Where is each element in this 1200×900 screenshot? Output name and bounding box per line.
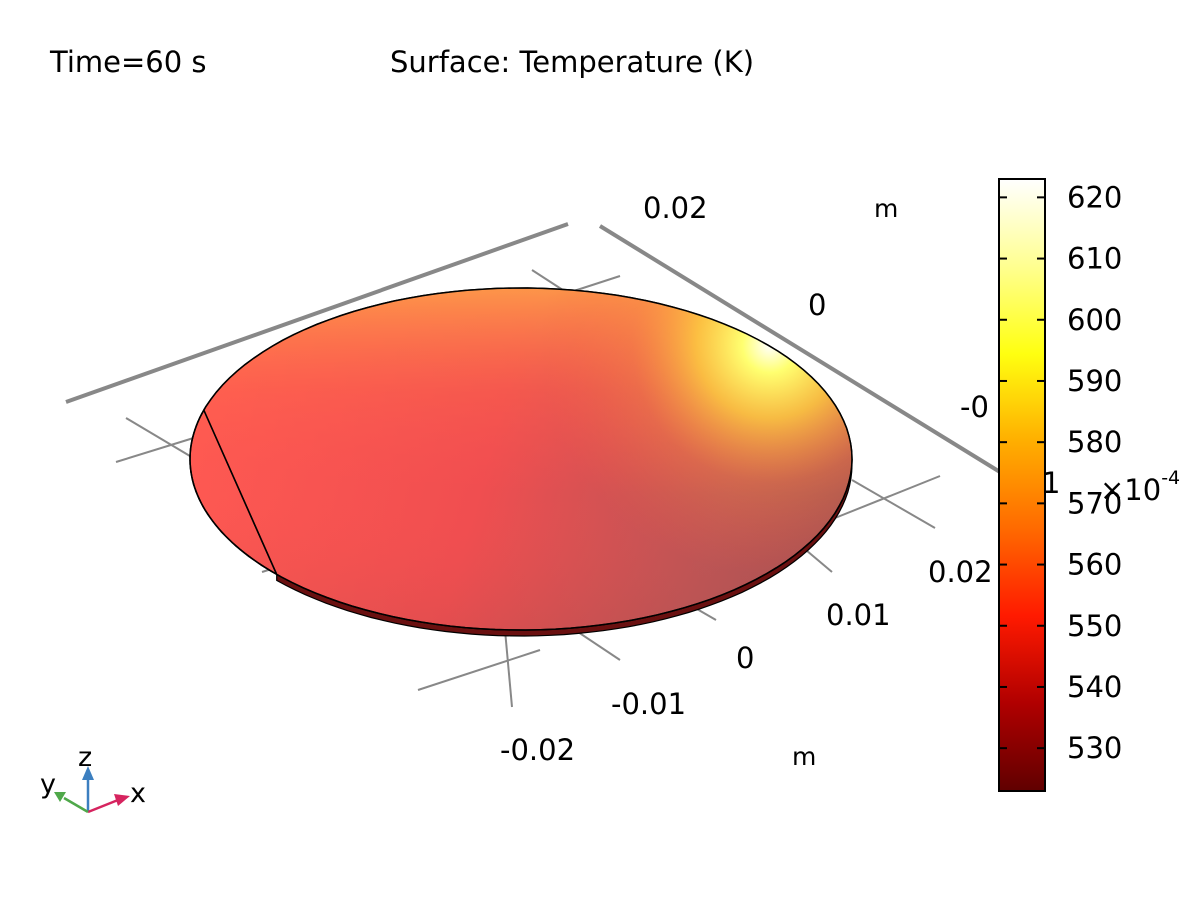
colorbar: 530 540 550 560 570 580 590 600 610 620	[998, 178, 1122, 792]
grid-line	[851, 479, 936, 529]
triad-y-label: y	[40, 769, 56, 800]
y-tick-label: 0.02	[643, 191, 708, 225]
axis-unit-label: m	[792, 742, 816, 771]
x-tick-label: 0.02	[928, 555, 993, 589]
triad-x-arrowhead	[114, 794, 130, 806]
colorbar-tick-label: 570	[1067, 486, 1122, 520]
disk-hot-spot	[190, 288, 852, 630]
grid-line	[504, 629, 513, 708]
colorbar-tick-label: 560	[1067, 548, 1122, 582]
colorbar-tick-label: 530	[1067, 731, 1122, 765]
x-tick-label: 0	[736, 641, 754, 675]
temperature-surface	[189, 287, 853, 637]
colorbar-ticks: 530 540 550 560 570 580 590 600 610 620	[999, 180, 1122, 765]
axis-unit-label: m	[874, 194, 898, 223]
triad-y-arrowhead	[54, 792, 66, 802]
disk-outline	[189, 287, 853, 631]
y-tick-label: -0	[960, 390, 989, 424]
colorbar-tick-label: 550	[1067, 609, 1122, 643]
colorbar-tick-label: 580	[1067, 425, 1122, 459]
plot-title: Surface: Temperature (K)	[390, 45, 754, 79]
colorbar-tick-label: 620	[1067, 180, 1122, 214]
triad-x-axis	[87, 798, 119, 814]
triad-z-label: z	[78, 742, 92, 773]
time-label: Time=60 s	[49, 45, 207, 79]
z-scale-exponent: ×10-4	[1100, 467, 1180, 507]
triad-y-axis	[63, 796, 89, 814]
y-tick-label: 0	[808, 288, 826, 322]
triad-x-label: x	[130, 778, 146, 809]
z-tick-label-partial: 1	[1042, 466, 1060, 500]
colorbar-tick-label: 610	[1067, 242, 1122, 276]
colorbar-tick-label: 540	[1067, 670, 1122, 704]
colorbar-tick-label: 600	[1067, 303, 1122, 337]
x-tick-label: 0.01	[826, 598, 891, 632]
colorbar-tick-label: 590	[1067, 364, 1122, 398]
grid-line	[115, 435, 201, 463]
x-tick-label: -0.01	[611, 687, 686, 721]
x-tick-label: -0.02	[500, 733, 575, 767]
axis-triad: z x y	[40, 742, 146, 814]
axis-labels: 0.02 0 -0 m -0.02 -0.01 0 0.01 0.02 m 1 …	[500, 191, 1180, 771]
grid-line	[417, 649, 541, 691]
colorbar-gradient	[998, 178, 1046, 792]
grid-back-right-edge	[598, 224, 1002, 474]
grid-back-left-edge	[65, 222, 569, 404]
triad-z-arrowhead	[82, 766, 94, 780]
grid-line	[125, 417, 201, 463]
